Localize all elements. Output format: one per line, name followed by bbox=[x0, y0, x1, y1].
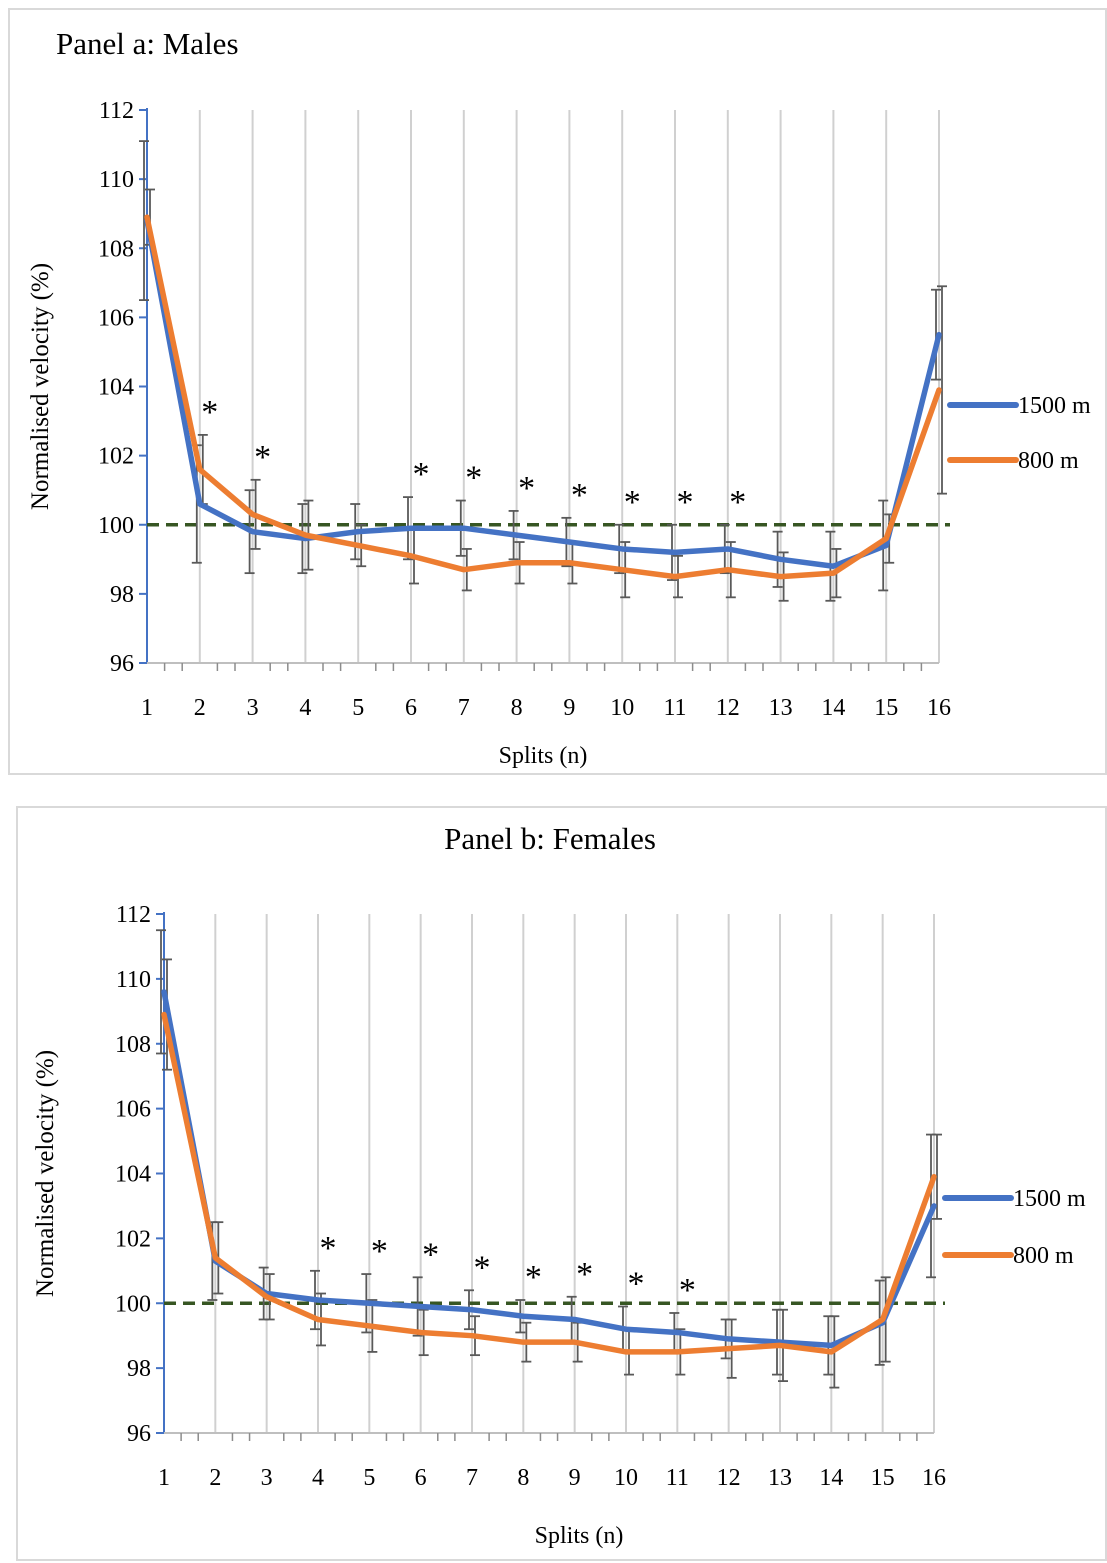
y-tick-label: 96 bbox=[110, 651, 134, 677]
series-line-800m bbox=[147, 217, 939, 576]
series-line-1500m bbox=[164, 992, 934, 1346]
legend-label-800m: 800 m bbox=[1013, 1243, 1074, 1269]
x-tick-label: 15 bbox=[871, 1465, 895, 1491]
y-tick-label: 108 bbox=[98, 236, 134, 262]
x-tick-label: 7 bbox=[466, 1465, 478, 1491]
y-tick-label: 110 bbox=[99, 167, 134, 193]
series-line-1500m bbox=[147, 221, 939, 567]
x-tick-label: 1 bbox=[141, 695, 153, 721]
x-tick-label: 6 bbox=[405, 695, 417, 721]
significance-marker: * bbox=[571, 477, 588, 514]
y-tick-label: 100 bbox=[98, 513, 134, 539]
x-tick-label: 15 bbox=[874, 695, 898, 721]
legend-label-1500m: 1500 m bbox=[1018, 393, 1091, 419]
x-tick-label: 4 bbox=[299, 695, 311, 721]
y-tick-label: 104 bbox=[115, 1162, 151, 1188]
x-tick-label: 3 bbox=[261, 1465, 273, 1491]
significance-marker: * bbox=[525, 1259, 542, 1296]
x-tick-label: 7 bbox=[458, 695, 470, 721]
x-tick-label: 13 bbox=[768, 1465, 792, 1491]
x-tick-label: 8 bbox=[517, 1465, 529, 1491]
x-tick-label: 8 bbox=[511, 695, 523, 721]
x-tick-label: 16 bbox=[927, 695, 951, 721]
y-tick-label: 100 bbox=[115, 1291, 151, 1317]
legend-label-800m: 800 m bbox=[1018, 448, 1079, 474]
y-tick-label: 96 bbox=[127, 1421, 151, 1447]
significance-marker: * bbox=[628, 1265, 645, 1302]
significance-marker: * bbox=[371, 1233, 388, 1270]
y-tick-label: 110 bbox=[116, 967, 151, 993]
x-tick-label: 9 bbox=[569, 1465, 581, 1491]
x-tick-label: 11 bbox=[666, 1465, 689, 1491]
y-tick-label: 108 bbox=[115, 1032, 151, 1058]
x-tick-label: 10 bbox=[614, 1465, 638, 1491]
x-tick-label: 9 bbox=[563, 695, 575, 721]
x-tick-label: 5 bbox=[363, 1465, 375, 1491]
significance-marker: * bbox=[729, 484, 746, 521]
significance-marker: * bbox=[422, 1236, 439, 1273]
y-tick-label: 106 bbox=[115, 1097, 151, 1123]
chart-title: Panel b: Females bbox=[444, 821, 656, 856]
legend-label-1500m: 1500 m bbox=[1013, 1186, 1086, 1212]
y-tick-label: 102 bbox=[115, 1226, 151, 1252]
y-tick-label: 98 bbox=[110, 582, 134, 608]
x-tick-label: 6 bbox=[415, 1465, 427, 1491]
chart-svg-males: Panel a: Males96981001021041061081101121… bbox=[10, 10, 1107, 777]
y-tick-label: 112 bbox=[116, 902, 151, 928]
y-tick-label: 98 bbox=[127, 1356, 151, 1382]
significance-marker: * bbox=[474, 1249, 491, 1286]
x-tick-label: 4 bbox=[312, 1465, 324, 1491]
significance-marker: * bbox=[201, 394, 218, 431]
x-tick-label: 16 bbox=[922, 1465, 946, 1491]
significance-marker: * bbox=[677, 484, 694, 521]
significance-marker: * bbox=[413, 456, 430, 493]
x-tick-label: 13 bbox=[769, 695, 793, 721]
x-tick-label: 2 bbox=[209, 1465, 221, 1491]
x-tick-label: 3 bbox=[247, 695, 259, 721]
significance-marker: * bbox=[679, 1272, 696, 1309]
significance-marker: * bbox=[576, 1256, 593, 1293]
y-tick-label: 112 bbox=[99, 98, 134, 124]
x-tick-label: 12 bbox=[716, 695, 740, 721]
significance-marker: * bbox=[518, 470, 535, 507]
y-tick-label: 106 bbox=[98, 305, 134, 331]
x-tick-label: 1 bbox=[158, 1465, 170, 1491]
x-tick-label: 12 bbox=[717, 1465, 741, 1491]
chart-svg-females: Panel b: Females969810010210410610811011… bbox=[18, 808, 1107, 1563]
x-tick-label: 10 bbox=[610, 695, 634, 721]
x-tick-label: 2 bbox=[194, 695, 206, 721]
x-axis-label: Splits (n) bbox=[499, 743, 588, 769]
y-axis-label: Normalised velocity (%) bbox=[32, 1050, 59, 1297]
series-line-800m bbox=[164, 1015, 934, 1352]
x-tick-label: 11 bbox=[663, 695, 686, 721]
significance-marker: * bbox=[254, 439, 271, 476]
significance-marker: * bbox=[320, 1230, 337, 1267]
x-tick-label: 14 bbox=[819, 1465, 843, 1491]
y-tick-label: 102 bbox=[98, 444, 134, 470]
x-axis-label: Splits (n) bbox=[535, 1523, 624, 1549]
x-tick-label: 5 bbox=[352, 695, 364, 721]
significance-marker: * bbox=[465, 460, 482, 497]
significance-marker: * bbox=[624, 484, 641, 521]
chart-title: Panel a: Males bbox=[56, 26, 239, 61]
y-axis-label: Normalised velocity (%) bbox=[27, 263, 54, 510]
x-tick-label: 14 bbox=[821, 695, 845, 721]
y-tick-label: 104 bbox=[98, 375, 134, 401]
